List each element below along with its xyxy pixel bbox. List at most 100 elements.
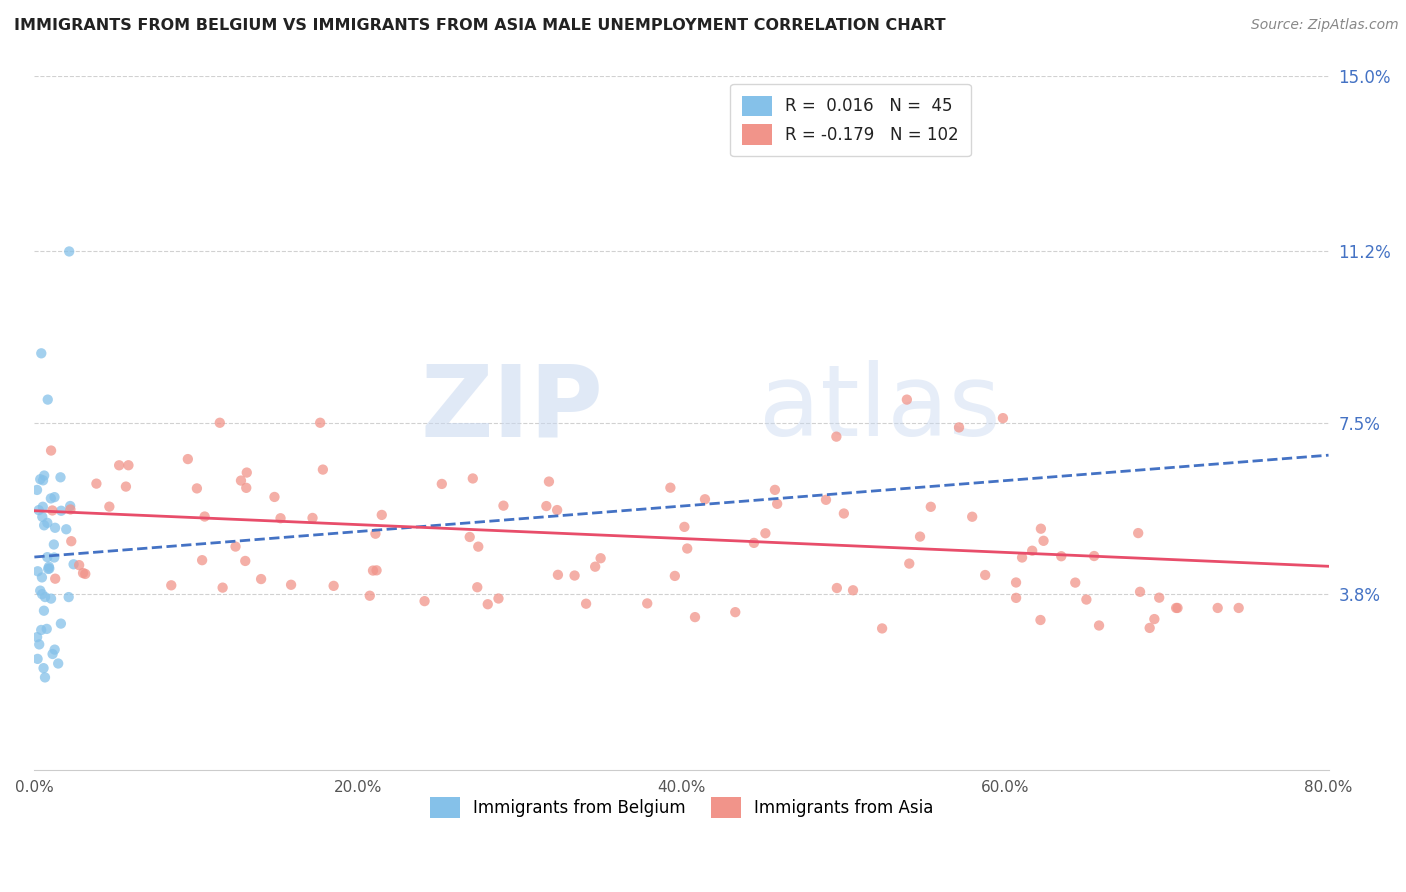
Point: [536, 499, 558, 513]
Point: [1088, 618, 1111, 632]
Point: [44, 521, 66, 535]
Point: [30, 346, 52, 360]
Point: [825, 581, 848, 595]
Point: [280, 578, 302, 592]
Point: [31, 587, 53, 601]
Point: [27, 652, 49, 666]
Point: [55, 522, 77, 536]
Point: [75, 566, 97, 581]
Point: [72, 566, 94, 580]
Point: [59, 502, 82, 516]
Point: [31, 570, 53, 584]
Point: [1005, 591, 1028, 605]
Point: [235, 481, 257, 495]
Point: [39, 443, 62, 458]
Point: [58, 590, 80, 604]
Point: [301, 511, 323, 525]
Point: [575, 597, 598, 611]
Point: [870, 622, 893, 636]
Point: [1011, 550, 1033, 565]
Point: [44, 572, 66, 586]
Point: [814, 492, 837, 507]
Point: [458, 530, 481, 544]
Point: [49, 616, 72, 631]
Point: [492, 499, 515, 513]
Point: [32, 518, 55, 533]
Point: [35, 622, 58, 636]
Point: [825, 430, 848, 444]
Text: atlas: atlas: [759, 360, 1001, 458]
Point: [1050, 549, 1073, 564]
Point: [842, 583, 865, 598]
Point: [461, 471, 484, 485]
Point: [41, 503, 63, 517]
Point: [51, 504, 73, 518]
Point: [564, 568, 586, 582]
Point: [742, 536, 765, 550]
Point: [31, 500, 53, 514]
Point: [366, 563, 388, 577]
Point: [44, 490, 66, 504]
Point: [413, 594, 436, 608]
Point: [1166, 601, 1188, 615]
Point: [32, 661, 55, 675]
Point: [32, 468, 55, 483]
Point: [547, 567, 569, 582]
Point: [37, 562, 59, 576]
Point: [659, 481, 682, 495]
Point: [86, 476, 108, 491]
Point: [465, 580, 488, 594]
Point: [31, 509, 53, 524]
Point: [41, 647, 63, 661]
Point: [115, 480, 138, 494]
Point: [488, 591, 510, 606]
Point: [186, 482, 208, 496]
Point: [364, 526, 387, 541]
Point: [58, 244, 80, 259]
Point: [177, 452, 200, 467]
Point: [211, 581, 233, 595]
Point: [30, 623, 52, 637]
Legend: Immigrants from Belgium, Immigrants from Asia: Immigrants from Belgium, Immigrants from…: [423, 790, 941, 824]
Point: [898, 557, 921, 571]
Point: [37, 516, 59, 530]
Point: [229, 474, 252, 488]
Point: [636, 596, 658, 610]
Point: [67, 558, 90, 573]
Point: [108, 458, 131, 473]
Point: [38, 559, 60, 574]
Point: [960, 509, 983, 524]
Point: [98, 500, 121, 514]
Point: [30, 472, 52, 486]
Point: [1139, 621, 1161, 635]
Point: [160, 578, 183, 592]
Point: [263, 490, 285, 504]
Point: [191, 553, 214, 567]
Point: [1128, 526, 1150, 541]
Text: IMMIGRANTS FROM BELGIUM VS IMMIGRANTS FROM ASIA MALE UNEMPLOYMENT CORRELATION CH: IMMIGRANTS FROM BELGIUM VS IMMIGRANTS FR…: [14, 18, 946, 33]
Point: [46, 657, 69, 671]
Point: [270, 511, 292, 525]
Point: [763, 483, 786, 497]
Point: [312, 462, 335, 476]
Point: [832, 507, 855, 521]
Point: [920, 500, 942, 514]
Point: [537, 475, 560, 489]
Point: [467, 540, 489, 554]
Point: [309, 416, 332, 430]
Point: [1147, 591, 1170, 605]
Point: [359, 589, 381, 603]
Point: [42, 537, 65, 551]
Point: [44, 642, 66, 657]
Point: [766, 497, 789, 511]
Point: [1029, 613, 1052, 627]
Point: [62, 558, 84, 572]
Point: [1021, 543, 1043, 558]
Point: [32, 604, 55, 618]
Point: [39, 591, 62, 606]
Point: [1227, 601, 1250, 615]
Point: [117, 458, 139, 473]
Text: Source: ZipAtlas.com: Source: ZipAtlas.com: [1251, 18, 1399, 32]
Point: [676, 541, 699, 556]
Point: [233, 554, 256, 568]
